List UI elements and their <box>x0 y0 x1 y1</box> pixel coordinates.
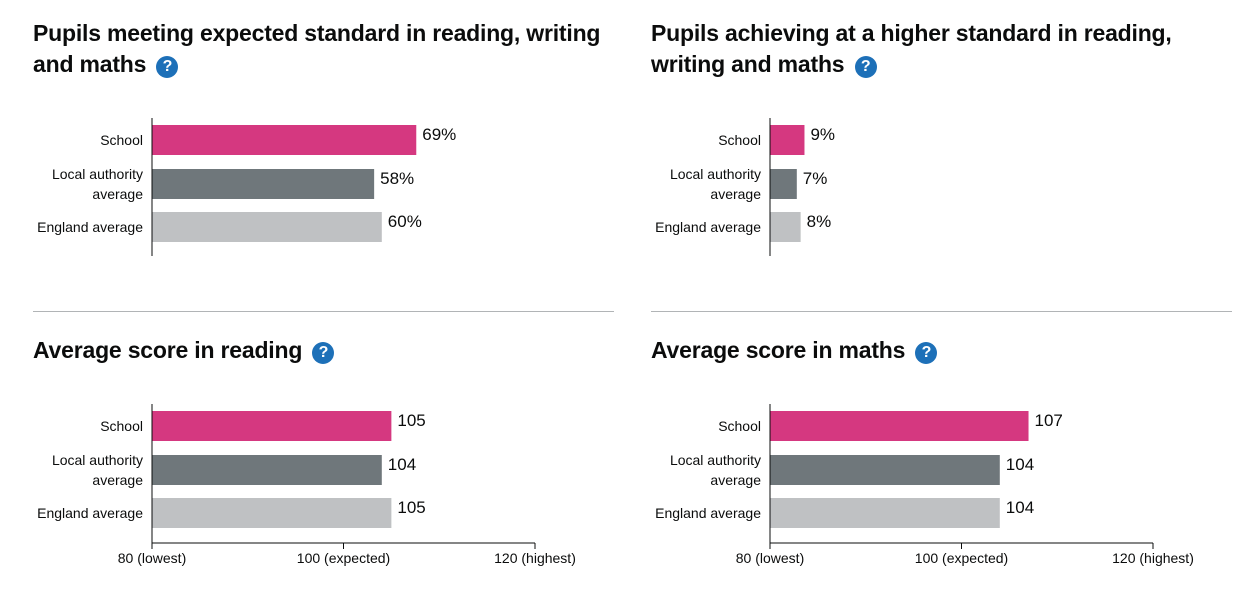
bar-chart-maths: 107 School 104 Local authority average 104 Eng… <box>655 404 1194 566</box>
category-label: Local authority <box>52 166 143 182</box>
chart-title-line: writing and maths <box>651 51 845 77</box>
bar <box>770 125 805 155</box>
bar <box>770 498 1000 528</box>
category-label: England average <box>655 505 761 521</box>
bar <box>152 498 392 528</box>
bar-chart-expected: 69% School 58% Local authority average 60% Eng… <box>37 118 456 256</box>
value-label: 105 <box>397 411 425 430</box>
bar-chart-higher: 9% School 7% Local authority average 8% Englan… <box>655 118 835 256</box>
category-label: School <box>100 418 143 434</box>
category-label: School <box>100 132 143 148</box>
value-label: 107 <box>1035 411 1063 430</box>
bar <box>770 455 1000 485</box>
x-tick-label: 120 (highest) <box>494 550 576 566</box>
help-circle-icon[interactable]: ? <box>312 342 335 364</box>
value-label: 105 <box>397 498 425 517</box>
chart-panel-maths: Average score in maths ? <box>651 335 1233 366</box>
bar-chart-reading: 105 School 104 Local authority average 105 Eng… <box>37 404 576 566</box>
help-circle-icon[interactable]: ? <box>854 56 877 78</box>
bar <box>770 411 1029 441</box>
value-label: 104 <box>388 455 416 474</box>
value-label: 9% <box>810 125 835 144</box>
category-label: England average <box>655 219 761 235</box>
chart-title: Pupils achieving at a higher standard in… <box>651 18 1233 80</box>
category-label: Local authority <box>670 166 761 182</box>
chart-title-line: Average score in reading <box>33 337 303 363</box>
section-divider <box>651 311 1232 312</box>
bar <box>152 411 392 441</box>
category-label: England average <box>37 505 143 521</box>
category-label: Local authority <box>52 452 143 468</box>
value-label: 58% <box>380 169 414 188</box>
value-label: 7% <box>803 169 828 188</box>
category-label: School <box>718 132 761 148</box>
chart-panel-expected: Pupils meeting expected standard in read… <box>33 18 615 80</box>
section-divider <box>33 311 614 312</box>
chart-title-line: Pupils achieving at a higher standard in… <box>651 20 1172 46</box>
bar <box>152 169 375 199</box>
category-label: average <box>710 472 761 488</box>
value-label: 104 <box>1006 498 1034 517</box>
category-label: average <box>710 186 761 202</box>
category-label: average <box>92 472 143 488</box>
category-label: Local authority <box>670 452 761 468</box>
bar <box>770 169 797 199</box>
category-label: England average <box>37 219 143 235</box>
value-label: 60% <box>388 212 422 231</box>
chart-title: Average score in maths ? <box>651 335 1233 366</box>
chart-title: Pupils meeting expected standard in read… <box>33 18 615 80</box>
bar <box>770 212 801 242</box>
category-label: average <box>92 186 143 202</box>
x-tick-label: 80 (lowest) <box>736 550 804 566</box>
chart-title-line: Pupils meeting expected standard in read… <box>33 20 601 46</box>
chart-title: Average score in reading ? <box>33 335 615 366</box>
chart-panel-reading: Average score in reading ? <box>33 335 615 366</box>
x-tick-label: 100 (expected) <box>297 550 390 566</box>
x-tick-label: 80 (lowest) <box>118 550 186 566</box>
chart-panel-higher: Pupils achieving at a higher standard in… <box>651 18 1233 80</box>
x-tick-label: 120 (highest) <box>1112 550 1194 566</box>
category-label: School <box>718 418 761 434</box>
bar <box>152 455 382 485</box>
value-label: 69% <box>422 125 456 144</box>
help-circle-icon[interactable]: ? <box>156 56 179 78</box>
chart-title-line: and maths <box>33 51 147 77</box>
value-label: 104 <box>1006 455 1034 474</box>
chart-title-line: Average score in maths <box>651 337 906 363</box>
x-tick-label: 100 (expected) <box>915 550 1008 566</box>
bar <box>152 212 382 242</box>
bar <box>152 125 417 155</box>
help-circle-icon[interactable]: ? <box>915 342 938 364</box>
value-label: 8% <box>807 212 832 231</box>
